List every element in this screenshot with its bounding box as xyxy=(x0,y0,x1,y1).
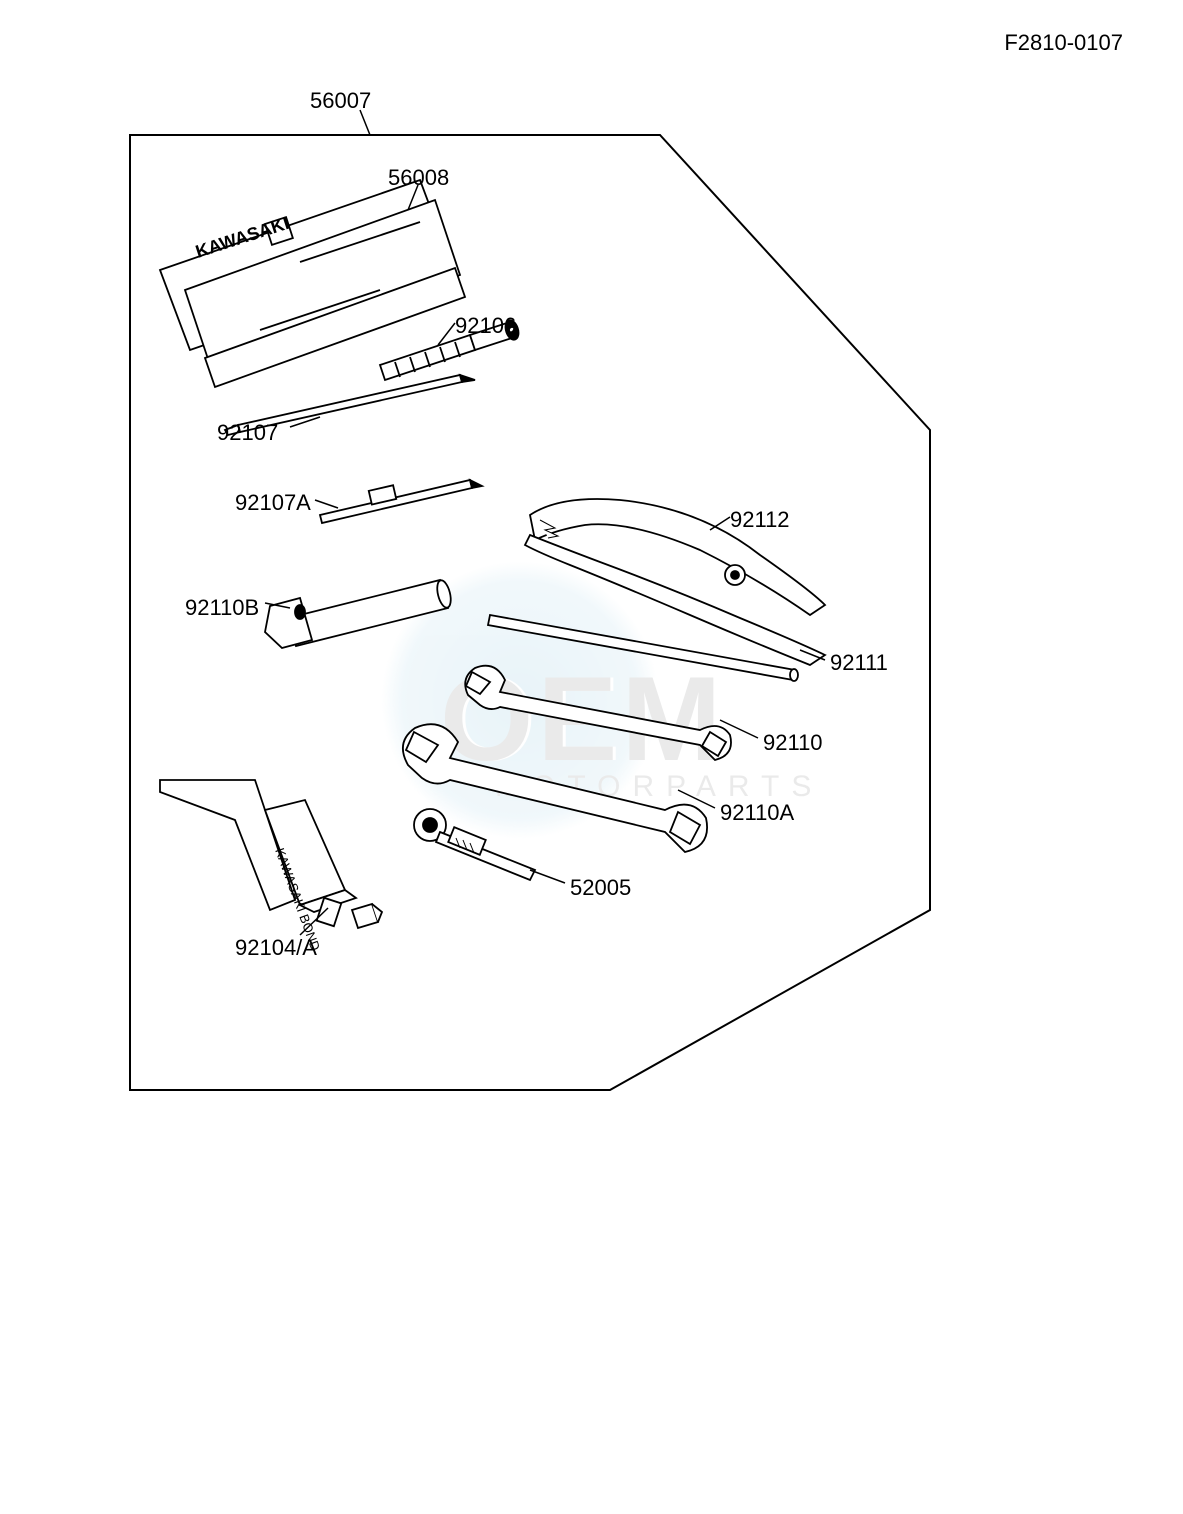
callout-92112: 92112 xyxy=(730,507,790,533)
callout-92110: 92110 xyxy=(763,730,823,756)
leader-52005 xyxy=(530,870,565,883)
leader-92107A xyxy=(315,500,338,508)
spark-plug-wrench xyxy=(265,579,453,648)
driver-bit-short xyxy=(320,480,482,523)
gauge-tool xyxy=(414,809,535,880)
diagram-canvas: F2810-0107 OEM MOTORPARTS KAWASAKI xyxy=(0,0,1183,1514)
callout-92110B: 92110B xyxy=(185,595,259,621)
callout-92111: 92111 xyxy=(830,650,888,676)
callout-56008: 56008 xyxy=(388,165,449,191)
wrench-small xyxy=(465,666,731,760)
callout-52005: 52005 xyxy=(570,875,631,901)
callout-92104A: 92104/A xyxy=(235,935,317,961)
callout-56007: 56007 xyxy=(310,88,371,114)
callout-92107: 92107 xyxy=(217,420,278,446)
parts-drawing: KAWASAKI xyxy=(0,0,1183,1514)
callout-92110A: 92110A xyxy=(720,800,794,826)
wrench-large xyxy=(403,724,707,852)
leader-92112 xyxy=(710,517,730,530)
callout-92107A: 92107A xyxy=(235,490,311,516)
callout-92106: 92106 xyxy=(455,313,516,339)
bond-tube: KAWASAKI BOND xyxy=(160,780,382,953)
